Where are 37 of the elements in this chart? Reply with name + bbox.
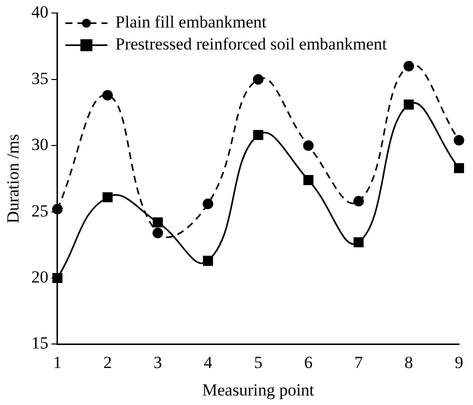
point xyxy=(353,196,364,207)
y-tick-label: 25 xyxy=(31,201,48,220)
x-tick-label: 1 xyxy=(53,352,62,372)
x-tick-label: 6 xyxy=(304,352,313,372)
x-axis-title: Measuring point xyxy=(202,380,314,400)
point xyxy=(252,74,264,85)
point xyxy=(102,192,113,202)
y-tick-label: 30 xyxy=(31,135,48,154)
y-tick-label: 15 xyxy=(31,334,48,353)
point xyxy=(354,237,364,248)
x-tick-label: 8 xyxy=(404,352,414,372)
point xyxy=(152,217,163,228)
point xyxy=(202,198,214,210)
x-tick-label: 7 xyxy=(354,352,364,372)
x-tick-label: 3 xyxy=(154,352,162,372)
point xyxy=(253,130,264,140)
legend-label: Prestressed reinforced soil embankment xyxy=(115,34,388,54)
point xyxy=(52,204,63,214)
point xyxy=(454,135,464,146)
point xyxy=(303,140,314,151)
point xyxy=(152,228,164,238)
point xyxy=(404,60,414,72)
point xyxy=(303,174,314,186)
x-tick-label: 9 xyxy=(454,352,464,372)
x-tick-label: 2 xyxy=(103,352,112,372)
y-axis-title: Duration /ms xyxy=(4,134,23,224)
point xyxy=(202,256,214,266)
x-tick-label: 4 xyxy=(204,352,213,372)
point xyxy=(454,163,464,174)
x-tick-label: 5 xyxy=(254,352,262,372)
point xyxy=(102,90,113,101)
point xyxy=(52,272,62,284)
y-tick-label: 40 xyxy=(31,2,48,22)
y-tick-label: 20 xyxy=(31,267,48,286)
legend-label: Plain fill embankment xyxy=(115,12,267,32)
point xyxy=(404,100,414,110)
y-tick-label: 35 xyxy=(31,68,48,88)
